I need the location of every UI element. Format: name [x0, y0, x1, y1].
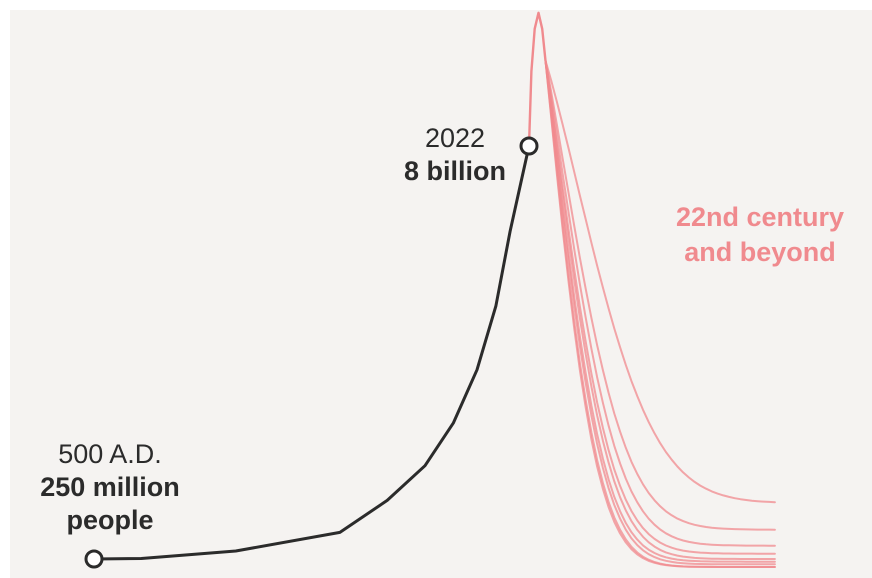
now-annotation: 2022 8 billion [380, 122, 530, 188]
projection-line [544, 59, 776, 566]
now-year-label: 2022 [424, 123, 486, 153]
projection-line [544, 59, 776, 560]
projection-line [544, 59, 776, 547]
history-line [92, 144, 531, 561]
projection-line [544, 59, 776, 504]
start-annotation: 500 A.D. 250 million people [10, 438, 210, 537]
projection-label-line1: 22nd century [675, 202, 845, 232]
projection-line [544, 59, 776, 555]
start-unit-label: people [66, 504, 154, 535]
start-year-label: 500 A.D. [58, 439, 162, 469]
chart-background [10, 10, 872, 578]
projection-line [544, 59, 776, 531]
now-value-label: 8 billion [403, 155, 506, 186]
peak-line [527, 11, 547, 148]
start-marker [84, 549, 104, 569]
projection-label: 22nd century and beyond [640, 200, 872, 270]
projection-line [544, 59, 776, 563]
start-value-label: 250 million [40, 471, 180, 502]
now-marker [519, 136, 539, 156]
projection-label-line2: and beyond [684, 237, 836, 268]
projection-line [544, 59, 776, 568]
